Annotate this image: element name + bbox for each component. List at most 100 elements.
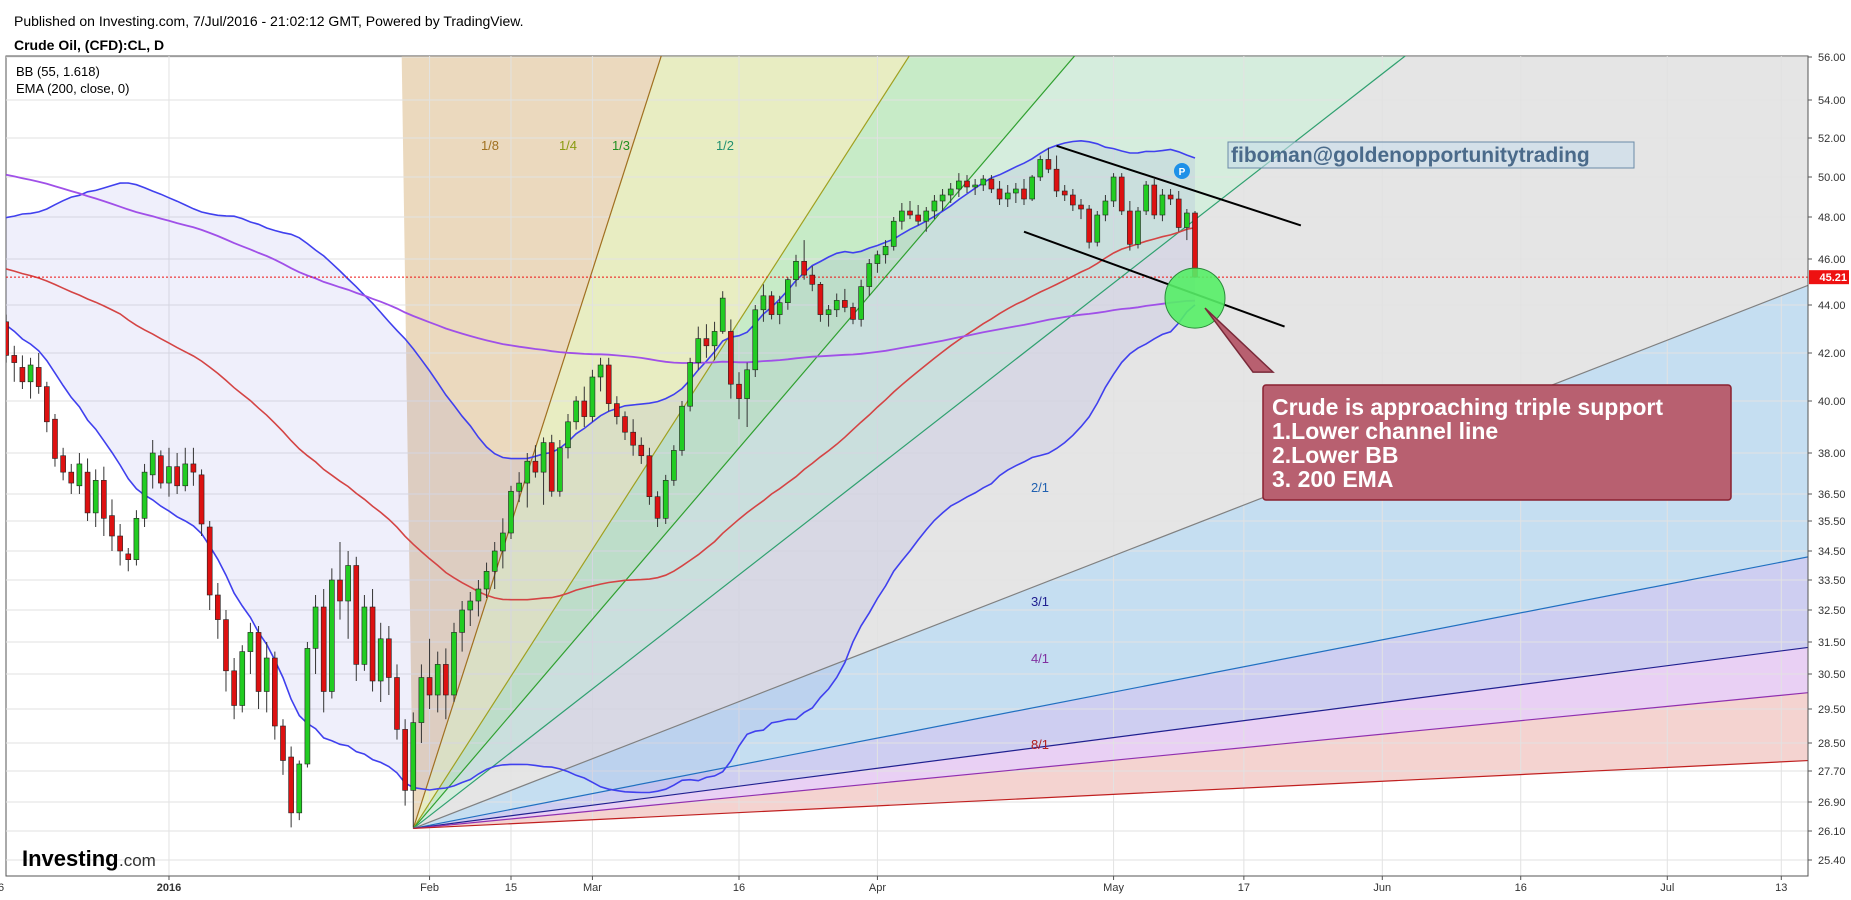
candle-body — [1013, 188, 1019, 194]
x-tick-label: 15 — [505, 882, 517, 894]
fan-line — [413, 646, 1808, 830]
candle-body — [1037, 159, 1044, 178]
candle-body — [158, 455, 164, 484]
candle-body — [1061, 190, 1068, 196]
y-tick-label: 46.00 — [1818, 254, 1846, 266]
candle-body — [149, 452, 156, 476]
candle-body — [785, 279, 791, 304]
y-tick-label: 44.00 — [1818, 300, 1846, 312]
candle-body — [1086, 208, 1092, 243]
fan-line — [412, 56, 1407, 829]
candle-body — [386, 638, 392, 678]
candle-body — [964, 180, 970, 188]
candle-body — [459, 609, 465, 633]
candle-body — [6, 321, 9, 356]
candle-body — [345, 565, 351, 602]
indicator-lines — [6, 139, 1808, 794]
candle-body — [744, 369, 750, 399]
candle-body — [141, 471, 148, 519]
candle-body — [27, 364, 34, 383]
bb-band-area — [6, 140, 1196, 793]
candle-body — [809, 274, 816, 285]
fan-line — [412, 56, 1076, 829]
candle-body — [695, 338, 702, 363]
y-tick-label: 48.00 — [1818, 212, 1846, 224]
candle-body — [654, 496, 661, 519]
candle-body — [247, 632, 254, 652]
candle-body — [35, 367, 42, 387]
candle-body — [206, 526, 213, 596]
candle-body — [972, 184, 978, 188]
candle-body — [833, 300, 840, 311]
candle-body — [614, 403, 620, 417]
symbol-title: Crude Oil, (CFD):CL, D — [14, 37, 165, 53]
candle-body — [198, 474, 205, 525]
candle-body — [52, 418, 58, 459]
candle-body — [858, 286, 864, 320]
x-tick-label: Mar — [583, 882, 602, 894]
candle-body — [947, 188, 954, 196]
x-tick-label: 2016 — [157, 882, 181, 894]
candle-body — [1167, 194, 1174, 200]
candle-body — [915, 214, 921, 222]
candle-body — [508, 490, 514, 534]
candle-body — [1070, 194, 1076, 206]
candle-body — [280, 725, 286, 761]
candle-body — [483, 570, 490, 590]
candle-body — [825, 309, 832, 315]
candle-body — [239, 651, 246, 706]
x-tick-label: 13 — [1775, 882, 1787, 894]
candle-body — [956, 180, 962, 190]
candle-body — [475, 588, 482, 602]
x-tick-label: Feb — [420, 882, 439, 894]
candle-body — [630, 431, 636, 446]
candle-body — [923, 210, 930, 222]
y-tick-label: 42.00 — [1818, 348, 1846, 360]
x-tick-label: 16 — [1515, 882, 1527, 894]
candle-body — [174, 466, 180, 487]
candle-body — [719, 297, 726, 332]
candle-body — [500, 532, 506, 552]
candle-body — [166, 466, 172, 484]
y-tick-label: 32.50 — [1818, 605, 1846, 617]
y-tick-label: 30.50 — [1818, 669, 1846, 681]
event-marker-label: P — [1179, 167, 1186, 178]
legend-ema: EMA (200, close, 0) — [16, 81, 129, 96]
lower-channel-line — [1023, 230, 1285, 328]
candle-body — [899, 210, 905, 222]
annotation-line: 1.Lower channel line — [1272, 418, 1498, 444]
candle-body — [1094, 214, 1101, 243]
investing-logo-suffix: .com — [119, 851, 156, 870]
candle-body — [524, 460, 531, 484]
candle-body — [320, 606, 327, 692]
plot-area: Crude is approaching triple support1.Low… — [6, 56, 1808, 876]
candle-body — [353, 565, 360, 665]
y-tick-label: 36.50 — [1818, 489, 1846, 501]
candle-body — [1143, 184, 1149, 212]
candles — [6, 147, 1198, 828]
candle-body — [223, 619, 229, 672]
candle-body — [687, 362, 693, 407]
candle-body — [1110, 176, 1117, 202]
x-tick-label: Apr — [869, 882, 886, 894]
fan-line — [412, 56, 910, 829]
candle-body — [996, 188, 1003, 200]
candle-body — [671, 450, 677, 481]
candle-body — [11, 355, 18, 363]
candle-body — [1029, 176, 1035, 200]
candle-body — [516, 482, 522, 492]
fan-line — [413, 692, 1808, 830]
candle-body — [337, 579, 343, 602]
candle-body — [133, 517, 140, 560]
candle-body — [801, 260, 807, 276]
candle-body — [589, 376, 596, 417]
annotation-pointer — [1204, 307, 1275, 373]
bb-middle-line — [6, 226, 1196, 601]
candle-body — [842, 300, 848, 308]
bb-upper-line — [6, 139, 1196, 460]
fan-lines — [412, 56, 1808, 830]
y-tick-label: 28.50 — [1818, 738, 1846, 750]
candle-body — [1192, 212, 1198, 278]
fan-label-top: 1/2 — [716, 138, 734, 153]
